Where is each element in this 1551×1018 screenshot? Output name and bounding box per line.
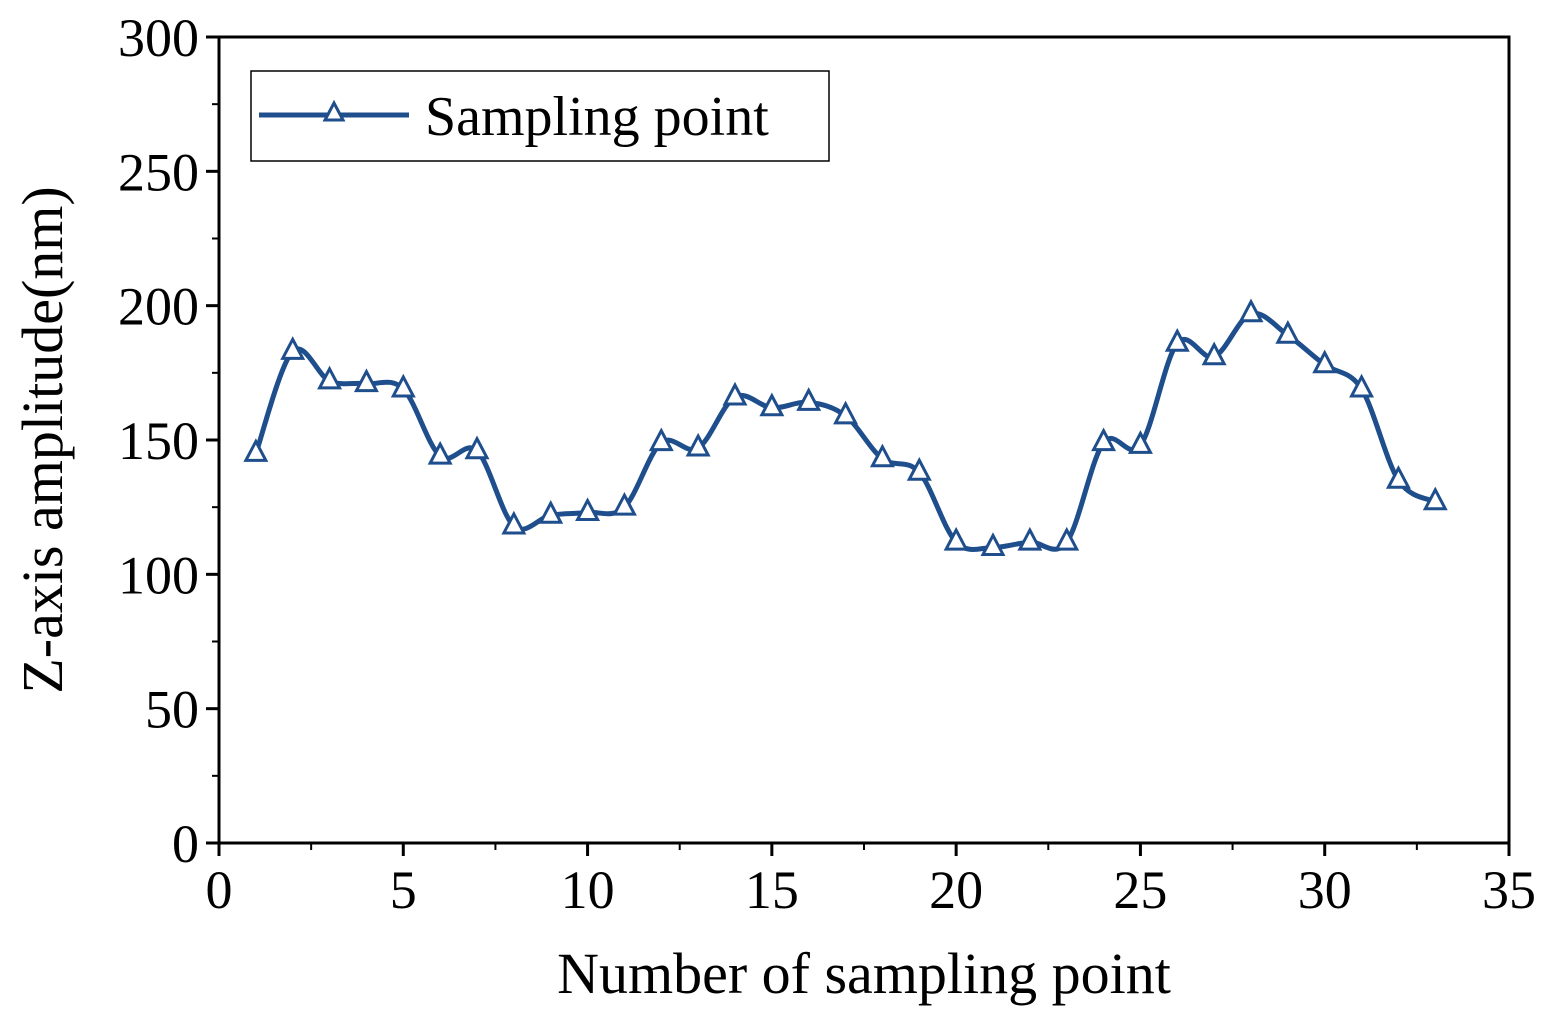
data-point-marker <box>1201 341 1227 366</box>
data-point-marker <box>869 443 895 468</box>
data-point-marker <box>906 457 932 481</box>
data-point-marker <box>427 440 453 465</box>
x-tick-label: 0 <box>206 860 233 920</box>
y-tick-label: 100 <box>118 545 199 605</box>
data-point-marker <box>611 491 637 516</box>
data-point-marker <box>243 438 269 462</box>
data-point-marker <box>1422 486 1448 511</box>
x-axis-title: Number of sampling point <box>557 941 1171 1006</box>
data-point-marker <box>280 336 306 360</box>
y-tick-label: 50 <box>145 680 199 740</box>
data-point-marker <box>943 526 969 551</box>
y-tick-label: 200 <box>118 277 199 337</box>
legend: Sampling point <box>250 70 830 162</box>
data-point-marker <box>685 432 711 457</box>
data-point-marker <box>538 500 564 524</box>
data-point-marker <box>759 392 785 417</box>
x-tick-label: 25 <box>1113 860 1167 920</box>
data-point-marker <box>1312 349 1338 374</box>
data-point-marker <box>390 373 416 398</box>
legend-label: Sampling point <box>425 86 769 148</box>
data-point-marker <box>1349 373 1375 398</box>
data-point-marker <box>1385 465 1411 489</box>
data-point-marker <box>1275 319 1301 344</box>
y-axis-title: Z-axis amplitude(nm) <box>10 186 75 693</box>
x-tick-label: 30 <box>1298 860 1352 920</box>
series-line-sampling-point <box>253 310 1438 552</box>
y-tick-label: 150 <box>118 411 199 471</box>
data-point-marker <box>1017 526 1043 551</box>
tick-labels: 0 5 10 15 20 25 30 35 0 50 100 150 200 250 300 <box>118 8 1536 920</box>
legend-triangle-marker <box>322 99 346 122</box>
data-point-marker <box>1127 430 1153 454</box>
data-point-marker <box>317 365 343 390</box>
data-point-marker <box>833 400 859 425</box>
y-tick-label: 0 <box>172 814 199 874</box>
x-tick-label: 20 <box>929 860 983 920</box>
data-point-marker <box>1054 526 1080 551</box>
x-tick-label: 10 <box>561 860 615 920</box>
data-point-marker <box>796 387 822 411</box>
data-point-marker <box>1238 298 1264 323</box>
y-tick-label: 300 <box>118 8 199 68</box>
data-point-marker <box>464 435 490 460</box>
data-point-marker <box>722 381 748 406</box>
data-point-marker <box>980 532 1006 556</box>
data-point-marker <box>575 497 601 522</box>
y-tick-label: 250 <box>118 142 199 202</box>
data-point-marker <box>648 427 674 452</box>
data-point-marker <box>501 510 527 535</box>
x-tick-label: 5 <box>390 860 417 920</box>
data-point-marker <box>1164 328 1190 352</box>
data-markers <box>243 298 1448 556</box>
x-tick-label: 35 <box>1482 860 1536 920</box>
x-tick-label: 15 <box>745 860 799 920</box>
data-point-marker <box>353 368 379 393</box>
axis-ticks <box>206 35 1511 856</box>
data-point-marker <box>1091 427 1117 452</box>
